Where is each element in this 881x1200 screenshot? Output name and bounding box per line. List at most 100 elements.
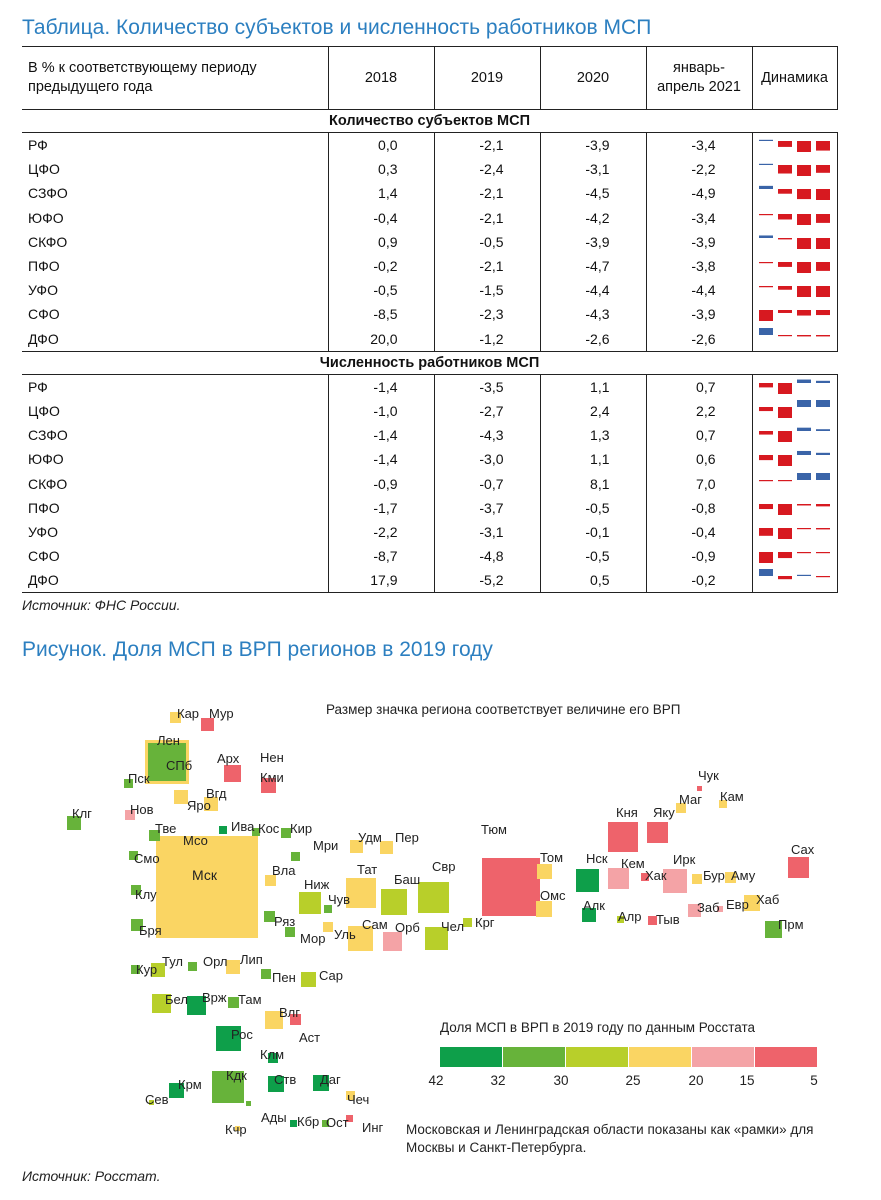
sparkline-cell (751, 326, 838, 352)
table-title: Таблица. Количество субъектов и численно… (22, 16, 652, 39)
value-cell: 1,4 (327, 181, 434, 206)
value-cell: 2,2 (645, 398, 752, 424)
region-name: УФО (28, 523, 58, 540)
region-tile-42 (697, 786, 702, 791)
section-header: Численность работников МСП (22, 350, 837, 375)
value-cell: -0,9 (327, 471, 434, 496)
value-cell: -2,7 (433, 398, 540, 424)
region-label: Нов (130, 802, 154, 817)
sparkline-bar (796, 472, 811, 480)
region-tile-26 (346, 878, 376, 908)
value-cell: -0,2 (327, 253, 434, 279)
region-label: Рос (231, 1027, 253, 1042)
region-tile-69 (216, 1026, 241, 1051)
region-tile-57 (744, 895, 760, 911)
value-cell: -8,5 (327, 302, 434, 327)
sparkline-bar (758, 235, 773, 238)
sparkline-bar (815, 237, 830, 249)
region-label: Пен (272, 970, 296, 985)
sparkline-cell (751, 278, 838, 303)
value-cell: -2,6 (539, 326, 646, 352)
sparkline (758, 451, 830, 467)
sparkline (758, 503, 830, 515)
sparkline-bar (796, 334, 811, 337)
region-tile-44 (788, 857, 809, 878)
value-cell: -0,1 (539, 519, 646, 544)
table-row: РФ 0,0 -2,1 -3,9 -3,4 (22, 132, 838, 158)
region-label: Аму (731, 868, 756, 883)
value-cell: 0,7 (645, 374, 752, 399)
sparkline (758, 213, 830, 225)
sparkline-bar (815, 286, 830, 298)
region-name: ПФО (28, 258, 60, 275)
region-name: ДФО (22, 568, 328, 594)
table-body: Количество субъектов МСП РФ 0,0 -2,1 -3,9 -3,… (22, 109, 838, 594)
table-source: Источник: ФНС России. (22, 597, 181, 613)
sparkline (758, 569, 830, 580)
sparkline-cell (751, 398, 838, 424)
value-cell: -0,4 (327, 205, 434, 230)
region-label: Ств (274, 1072, 296, 1087)
region-label: Даг (320, 1072, 341, 1087)
region-name: ЮФО (28, 209, 64, 226)
value-cell: -3,9 (645, 302, 752, 327)
sparkline (758, 472, 830, 481)
region-label: Смо (134, 851, 160, 866)
value-cell: -4,2 (539, 205, 646, 230)
frame-note-line: Московская и Ленинградская области показ… (406, 1122, 813, 1137)
value-cell: -3,1 (539, 157, 646, 182)
region-tile-20 (291, 852, 300, 861)
region-tile-3 (148, 743, 186, 781)
table-row: СФО -8,7 -4,8 -0,5 -0,9 (22, 544, 838, 569)
header-year-2020: 2020 (539, 46, 646, 110)
sparkline (758, 527, 830, 539)
region-label: Бря (139, 923, 162, 938)
region-tile-52 (463, 918, 472, 927)
value-cell: 0,9 (327, 229, 434, 254)
value-cell: -4,9 (645, 181, 752, 206)
region-tile-12 (149, 830, 160, 841)
region-name: РФ (28, 378, 48, 395)
region-tile-21 (131, 885, 141, 895)
sparkline (758, 186, 830, 201)
legend-tick: 20 (688, 1073, 703, 1088)
sparkline-bar (796, 503, 811, 506)
sparkline-bar (815, 189, 830, 201)
region-label: Яку (653, 805, 675, 820)
sparkline-bar (796, 379, 811, 383)
sparkline-bar (777, 431, 792, 443)
region-label: Бел (165, 992, 188, 1007)
region-label: Свр (432, 859, 456, 874)
region-label: Пск (128, 771, 150, 786)
value-cell: -3,9 (539, 229, 646, 254)
value-cell: -3,9 (539, 132, 646, 158)
sparkline-bar (758, 164, 773, 166)
value-cell: 0,0 (327, 132, 434, 158)
value-cell: -3,9 (645, 229, 752, 254)
sparkline-bar (796, 189, 811, 200)
figure-title: Рисунок. Доля МСП в ВРП регионов в 2019 … (22, 638, 493, 661)
table-row: УФО -2,2 -3,1 -0,1 -0,4 (22, 519, 838, 544)
region-name: ЦФО (28, 161, 60, 178)
value-cell: -4,7 (539, 253, 646, 279)
sparkline-bar (796, 527, 811, 530)
region-tile-47 (285, 927, 295, 937)
sparkline-bar (815, 334, 830, 337)
sparkline-cell (751, 132, 838, 158)
sparkline-bar (815, 165, 830, 174)
region-label: Мсо (183, 833, 208, 848)
region-label: Кдк (226, 1068, 247, 1083)
value-cell: -2,1 (433, 205, 540, 230)
sparkline-bar (815, 262, 830, 271)
region-tile-40 (647, 822, 668, 843)
sparkline-bar (815, 453, 830, 456)
region-label: Кем (621, 856, 645, 871)
region-tile-73 (169, 1083, 184, 1098)
region-label: Кос (258, 821, 280, 836)
region-tile-4 (224, 765, 241, 782)
sparkline-cell (751, 519, 838, 544)
region-tile-74 (212, 1071, 244, 1103)
region-label: Ряз (274, 914, 295, 929)
value-cell: -0,5 (539, 495, 646, 520)
region-tile-46 (264, 911, 275, 922)
